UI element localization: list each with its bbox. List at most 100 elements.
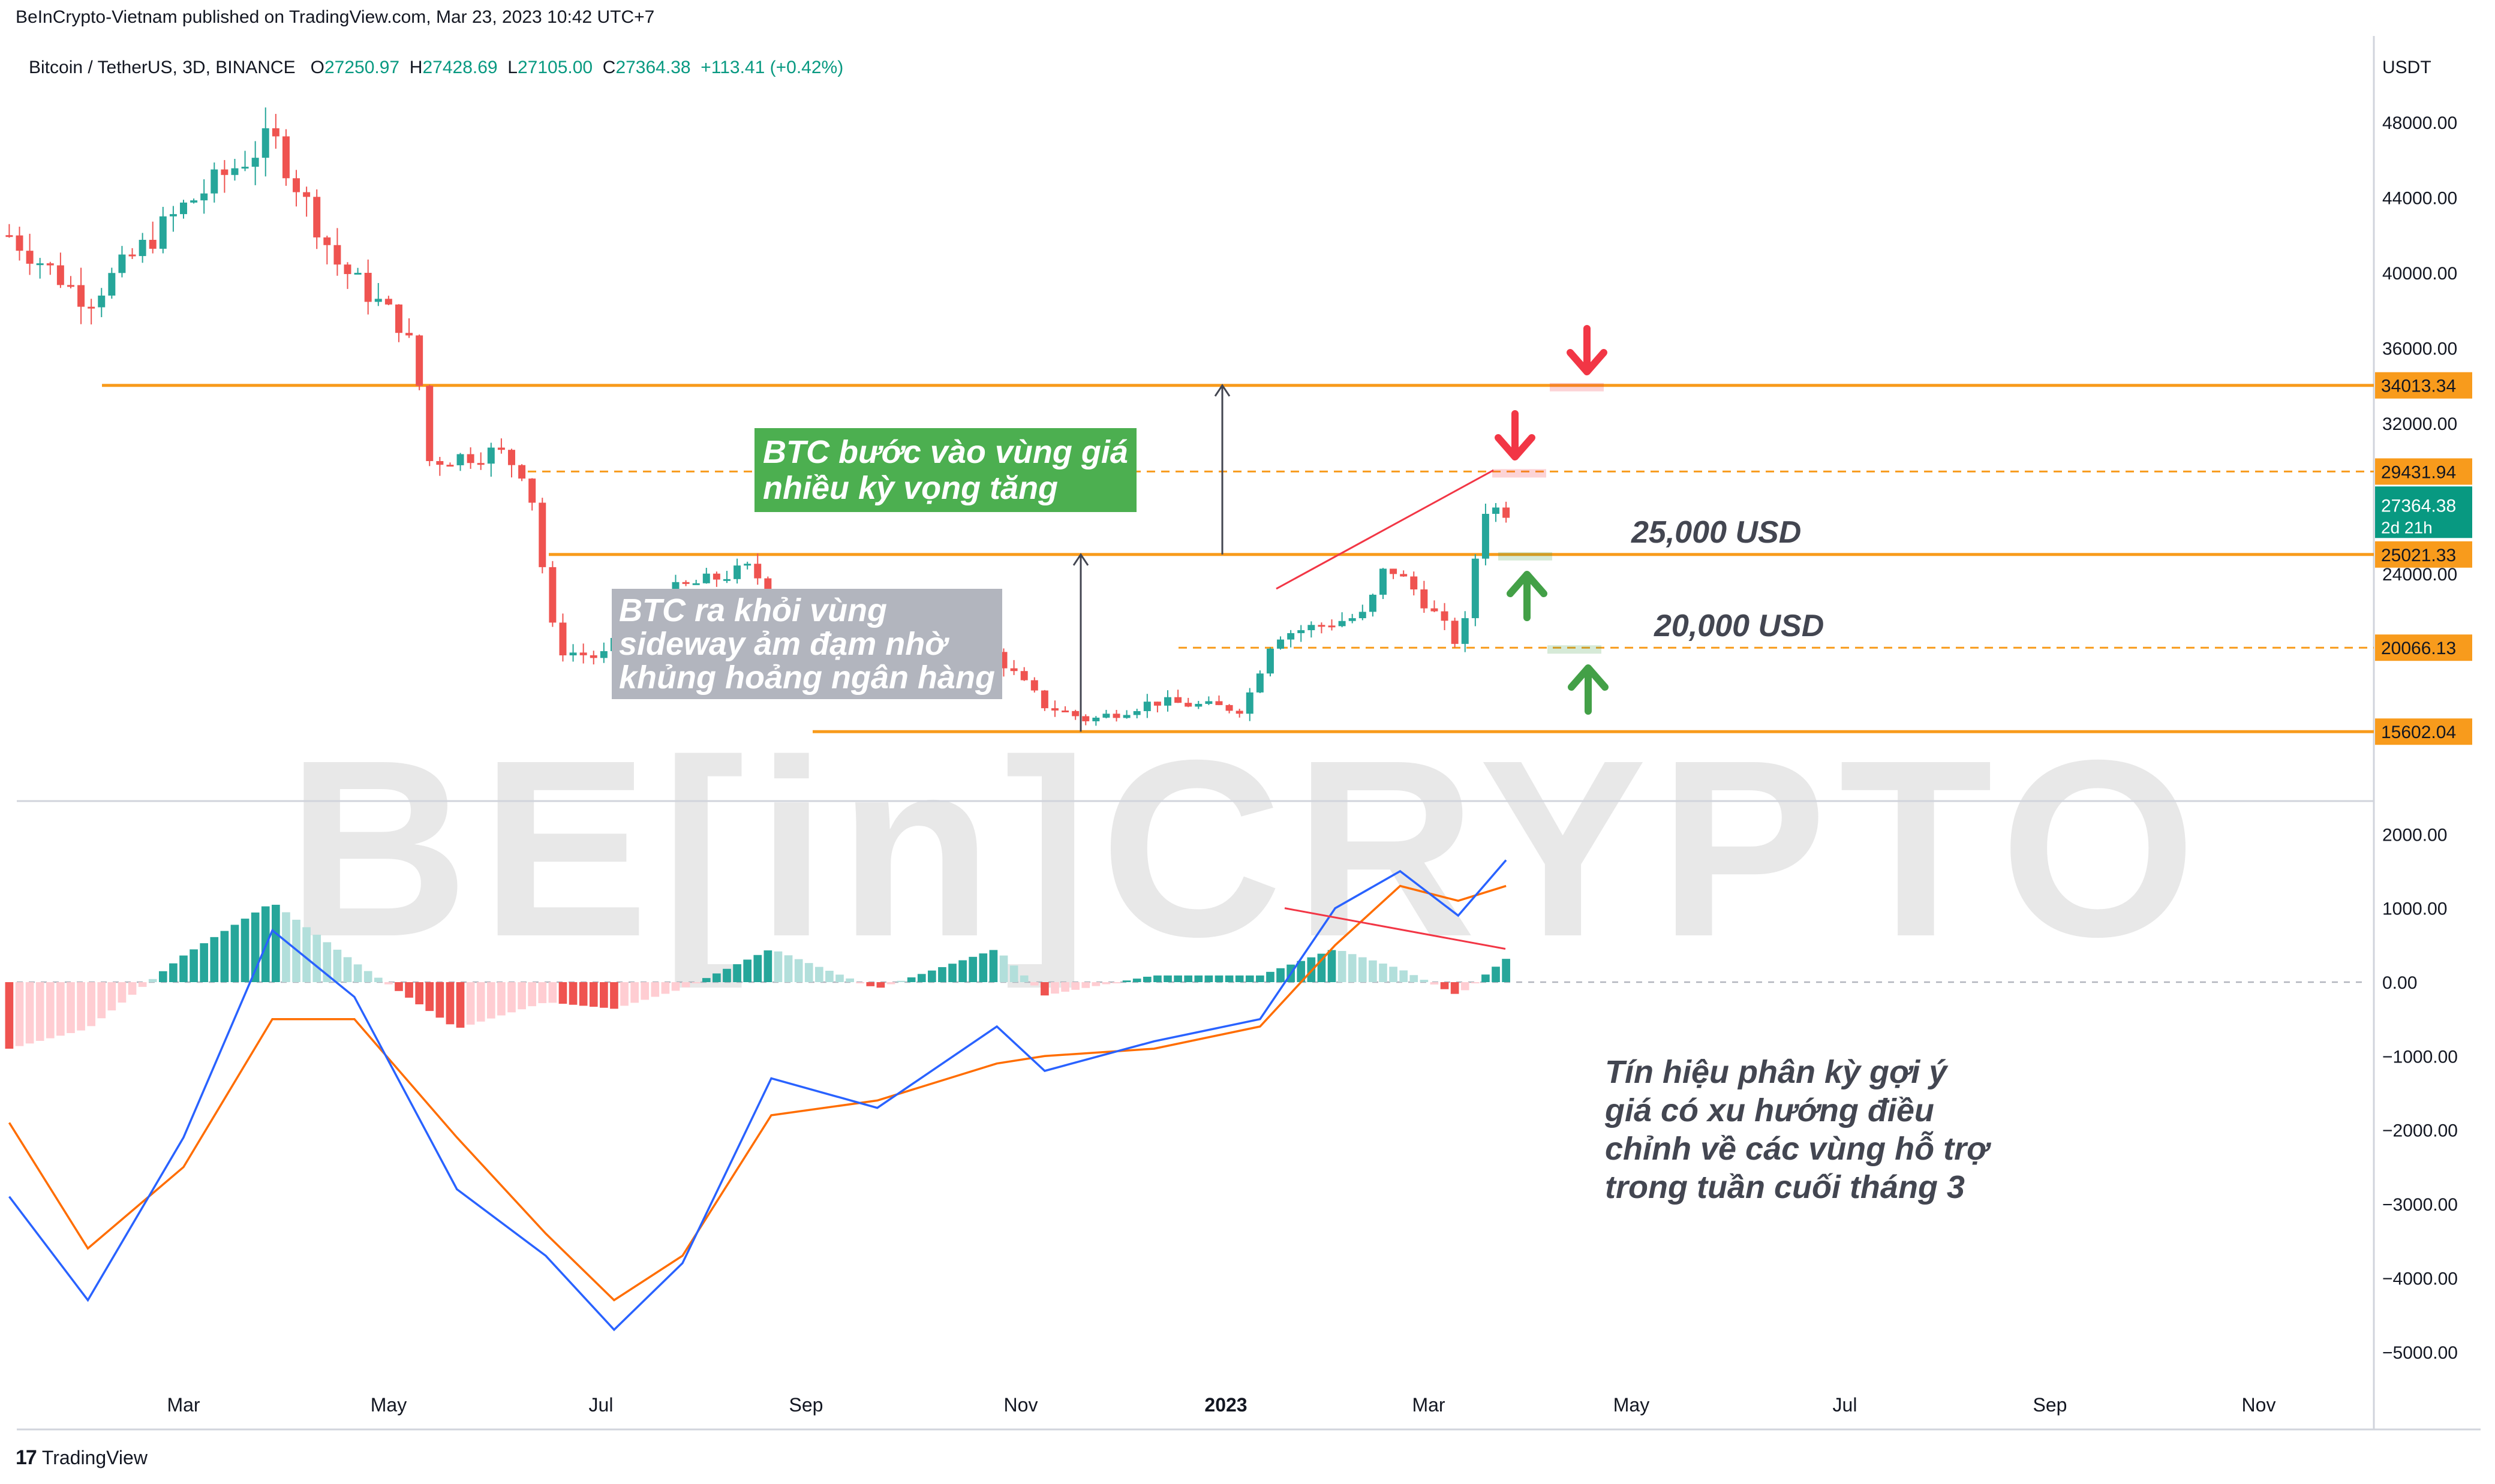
macd-histogram-bar bbox=[569, 982, 578, 1005]
macd-histogram-bar bbox=[1225, 975, 1234, 982]
annotation-green-box: BTC bước vào vùng giá nhiều kỳ vọng tăng bbox=[754, 428, 1137, 512]
time-tick-label: 2023 bbox=[1204, 1394, 1247, 1416]
arrow-head bbox=[1507, 571, 1547, 597]
macd-histogram-bar bbox=[866, 982, 875, 986]
macd-histogram-bar bbox=[179, 955, 188, 982]
macd-histogram-bar bbox=[395, 982, 403, 991]
price-trendline bbox=[1276, 469, 1494, 590]
time-tick-label: Jul bbox=[589, 1394, 614, 1416]
macd-histogram-bar bbox=[753, 955, 762, 982]
candle-body bbox=[149, 239, 157, 249]
macd-histogram-bar bbox=[651, 982, 660, 997]
candle-body bbox=[446, 465, 454, 467]
macd-histogram-bar bbox=[1061, 982, 1069, 992]
candle-body bbox=[354, 273, 362, 275]
macd-histogram-bar bbox=[1430, 982, 1439, 985]
macd-tick-label: −3000.00 bbox=[2382, 1195, 2458, 1215]
tradingview-brand[interactable]: TradingView bbox=[41, 1447, 148, 1468]
candle-body bbox=[303, 192, 311, 197]
macd-histogram-bar bbox=[1420, 980, 1429, 982]
candle-body bbox=[221, 169, 229, 175]
candle-body bbox=[180, 202, 187, 215]
macd-histogram-bar bbox=[1245, 975, 1254, 982]
symbol-name[interactable]: Bitcoin / TetherUS, 3D, BINANCE bbox=[29, 58, 296, 77]
macd-histogram-bar bbox=[907, 977, 916, 982]
macd-histogram-bar bbox=[343, 957, 352, 982]
candle-body bbox=[1461, 618, 1469, 644]
macd-histogram-bar bbox=[107, 982, 116, 1011]
macd-histogram-bar bbox=[1389, 967, 1397, 982]
candle-body bbox=[282, 136, 290, 179]
candle-body bbox=[1420, 589, 1428, 609]
macd-histogram-bar bbox=[814, 967, 823, 982]
macd-histogram-bar bbox=[723, 968, 731, 982]
macd-histogram-bar bbox=[886, 982, 895, 985]
macd-histogram-bar bbox=[1081, 982, 1090, 988]
candle-body bbox=[744, 564, 751, 566]
tradingview-logo-icon[interactable]: 17 bbox=[16, 1446, 37, 1469]
macd-tick-label: −2000.00 bbox=[2382, 1121, 2458, 1141]
candle-body bbox=[569, 652, 577, 655]
low-label: L bbox=[507, 58, 518, 77]
macd-histogram-bar bbox=[486, 982, 495, 1019]
annotation-25000: 25,000 USD bbox=[1631, 515, 1802, 550]
candle-body bbox=[549, 567, 557, 623]
macd-histogram-bar bbox=[169, 963, 178, 982]
candle-body bbox=[1430, 608, 1438, 612]
candle-body bbox=[1369, 594, 1376, 612]
arrow-down-icon bbox=[1495, 410, 1535, 460]
candle-body bbox=[682, 582, 690, 584]
high-value: 27428.69 bbox=[422, 58, 498, 77]
annotation-line: BTC bước vào vùng giá bbox=[763, 434, 1128, 470]
macd-histogram-bar bbox=[856, 982, 865, 983]
macd-histogram-bar bbox=[15, 982, 24, 1046]
macd-histogram-bar bbox=[1009, 965, 1018, 982]
range-measure-arrowhead bbox=[1214, 384, 1231, 397]
macd-histogram-bar bbox=[548, 982, 557, 1003]
arrow-up-icon bbox=[1568, 664, 1609, 715]
candle-body bbox=[1287, 633, 1295, 640]
macd-histogram-bar bbox=[312, 934, 321, 982]
annotation-divergence: Tín hiệu phân kỳ gợi ý giá có xu hướng đ… bbox=[1605, 1053, 1988, 1206]
candle-body bbox=[1113, 714, 1120, 718]
macd-histogram-bar bbox=[476, 982, 485, 1022]
macd-tick-label: 2000.00 bbox=[2382, 825, 2447, 845]
candle-body bbox=[1195, 703, 1203, 707]
candle-body bbox=[497, 447, 505, 450]
price-tick-label: 44000.00 bbox=[2382, 188, 2457, 208]
macd-histogram-bar bbox=[67, 982, 75, 1033]
time-tick-label: May bbox=[1613, 1394, 1649, 1416]
time-tick-label: Jul bbox=[1833, 1394, 1857, 1416]
macd-histogram-bar bbox=[692, 982, 701, 983]
macd-histogram-bar bbox=[600, 982, 608, 1008]
candle-body bbox=[539, 502, 546, 567]
candle-body bbox=[1185, 703, 1192, 707]
macd-histogram-bar bbox=[497, 982, 506, 1016]
price-tick-label: 24000.00 bbox=[2382, 565, 2457, 585]
candle-body bbox=[426, 386, 434, 461]
macd-histogram-bar bbox=[148, 979, 157, 982]
candle-body bbox=[16, 235, 23, 251]
macd-histogram-bar bbox=[579, 982, 588, 1006]
highlight-zone bbox=[1498, 552, 1552, 561]
macd-histogram-bar bbox=[1215, 975, 1224, 982]
macd-histogram-bar bbox=[928, 970, 936, 982]
candle-body bbox=[1481, 513, 1489, 559]
candle-body bbox=[1225, 705, 1233, 711]
axes: USDT 48000.00 44000.00 40000.00 36000.00 3200… bbox=[167, 58, 2472, 1416]
candle-body bbox=[1133, 711, 1141, 715]
annotation-line: trong tuần cuối tháng 3 bbox=[1605, 1169, 1965, 1205]
candle-body bbox=[56, 265, 64, 285]
candle-body bbox=[261, 128, 269, 158]
candle-body bbox=[88, 306, 95, 309]
published-line: BeInCrypto-Vietnam published on TradingV… bbox=[16, 7, 655, 27]
macd-histogram-bar bbox=[1492, 967, 1500, 982]
candle-body bbox=[333, 245, 341, 265]
macd-histogram-bar bbox=[1051, 982, 1059, 994]
candle-body bbox=[1143, 702, 1151, 712]
candle-body bbox=[1205, 701, 1213, 704]
candle-body bbox=[1348, 618, 1356, 621]
candle-body bbox=[364, 273, 372, 302]
macd-histogram-bar bbox=[897, 980, 906, 982]
